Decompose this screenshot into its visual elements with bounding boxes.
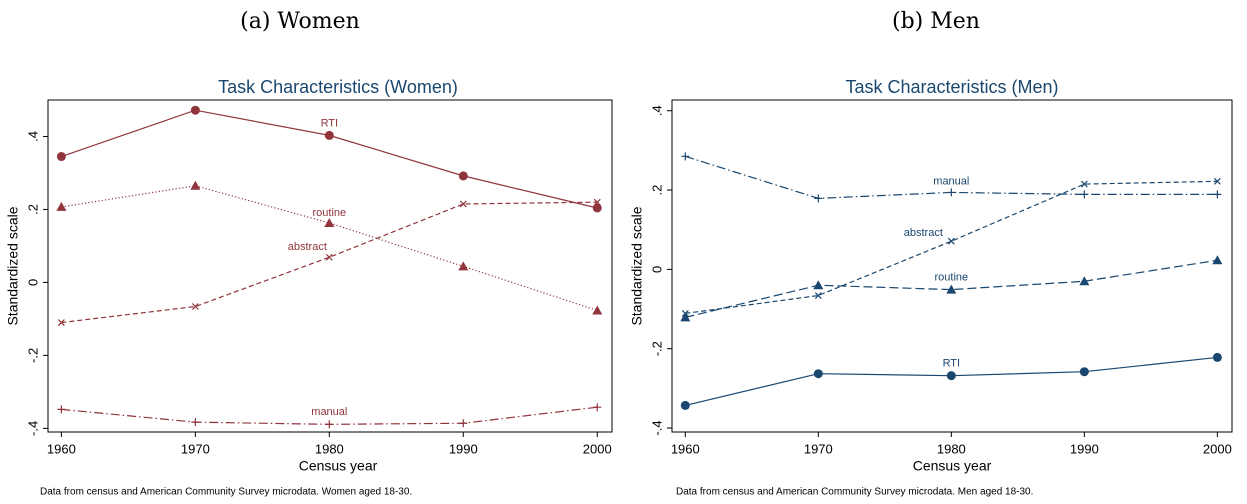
marker — [56, 152, 66, 162]
series-label: RTI — [943, 358, 961, 370]
plot-frame — [47, 99, 613, 433]
chart-title: Task Characteristics (Men) — [845, 77, 1058, 97]
series-line — [685, 180, 1218, 314]
series-label: manual — [311, 406, 347, 418]
y-tick-label: -.4 — [25, 421, 40, 436]
series-label: routine — [313, 207, 347, 219]
note: Data from census and American Community … — [40, 487, 412, 498]
x-tick-label: 1960 — [671, 441, 700, 456]
x-tick-label: 2000 — [1203, 441, 1232, 456]
caption: (a) Women — [240, 9, 360, 34]
marker — [190, 105, 200, 115]
marker — [946, 371, 956, 381]
x-tick-label: 1970 — [804, 441, 833, 456]
x-tick-label: 1960 — [47, 441, 76, 456]
marker — [459, 419, 468, 428]
marker — [681, 152, 690, 161]
marker — [324, 130, 334, 140]
x-tick-label: 1980 — [937, 441, 966, 456]
y-tick-label: .4 — [649, 105, 664, 116]
note: Data from census and American Community … — [676, 487, 1033, 498]
marker — [1212, 352, 1222, 362]
marker — [1212, 255, 1223, 265]
marker — [56, 201, 67, 211]
marker — [325, 253, 333, 261]
series-line — [685, 259, 1218, 318]
marker — [681, 309, 689, 317]
x-tick-label: 1980 — [315, 441, 344, 456]
marker — [1080, 180, 1088, 188]
marker — [813, 369, 823, 379]
series-label: abstract — [288, 241, 327, 253]
marker — [593, 198, 601, 206]
marker — [1079, 367, 1089, 377]
caption: (b) Men — [892, 9, 980, 34]
y-axis-label: Standardized scale — [5, 206, 21, 325]
series-line — [61, 185, 598, 312]
marker — [680, 312, 691, 322]
marker — [190, 180, 201, 190]
marker — [1213, 190, 1222, 199]
marker — [946, 284, 957, 294]
y-tick-label: .4 — [25, 131, 40, 142]
marker — [680, 400, 690, 410]
y-tick-label: .2 — [649, 185, 664, 196]
series-label: abstract — [904, 227, 943, 239]
marker — [592, 305, 603, 315]
x-tick-label: 1970 — [181, 441, 210, 456]
x-axis-label: Census year — [913, 458, 992, 474]
marker — [191, 303, 199, 310]
plot-frame — [671, 99, 1233, 433]
marker — [324, 217, 335, 227]
y-axis-label: Standardized scale — [629, 206, 645, 325]
marker — [325, 420, 334, 429]
marker — [458, 261, 469, 271]
y-tick-label: 0 — [25, 279, 40, 286]
x-tick-label: 2000 — [583, 441, 612, 456]
marker — [1213, 177, 1221, 185]
marker — [458, 171, 468, 181]
marker — [57, 405, 66, 414]
marker — [1079, 276, 1090, 286]
series-line — [61, 201, 598, 324]
y-tick-label: -.2 — [649, 341, 664, 356]
marker — [459, 200, 467, 208]
marker — [191, 418, 200, 427]
marker — [1080, 190, 1089, 199]
y-tick-label: -.4 — [649, 420, 664, 435]
y-tick-label: 0 — [649, 266, 664, 273]
marker — [592, 203, 602, 213]
y-tick-label: .2 — [25, 204, 40, 215]
marker — [813, 280, 824, 290]
marker — [947, 237, 955, 245]
series-label: RTI — [321, 117, 339, 129]
marker — [593, 403, 602, 412]
marker — [814, 292, 822, 299]
marker — [814, 194, 823, 203]
x-tick-label: 1990 — [449, 441, 478, 456]
chart-title: Task Characteristics (Women) — [218, 77, 458, 97]
series-label: routine — [935, 272, 969, 284]
y-tick-label: -.2 — [25, 348, 40, 363]
x-tick-label: 1990 — [1070, 441, 1099, 456]
marker — [57, 319, 65, 326]
marker — [947, 188, 956, 197]
series-label: manual — [933, 175, 969, 187]
x-axis-label: Census year — [299, 458, 378, 474]
